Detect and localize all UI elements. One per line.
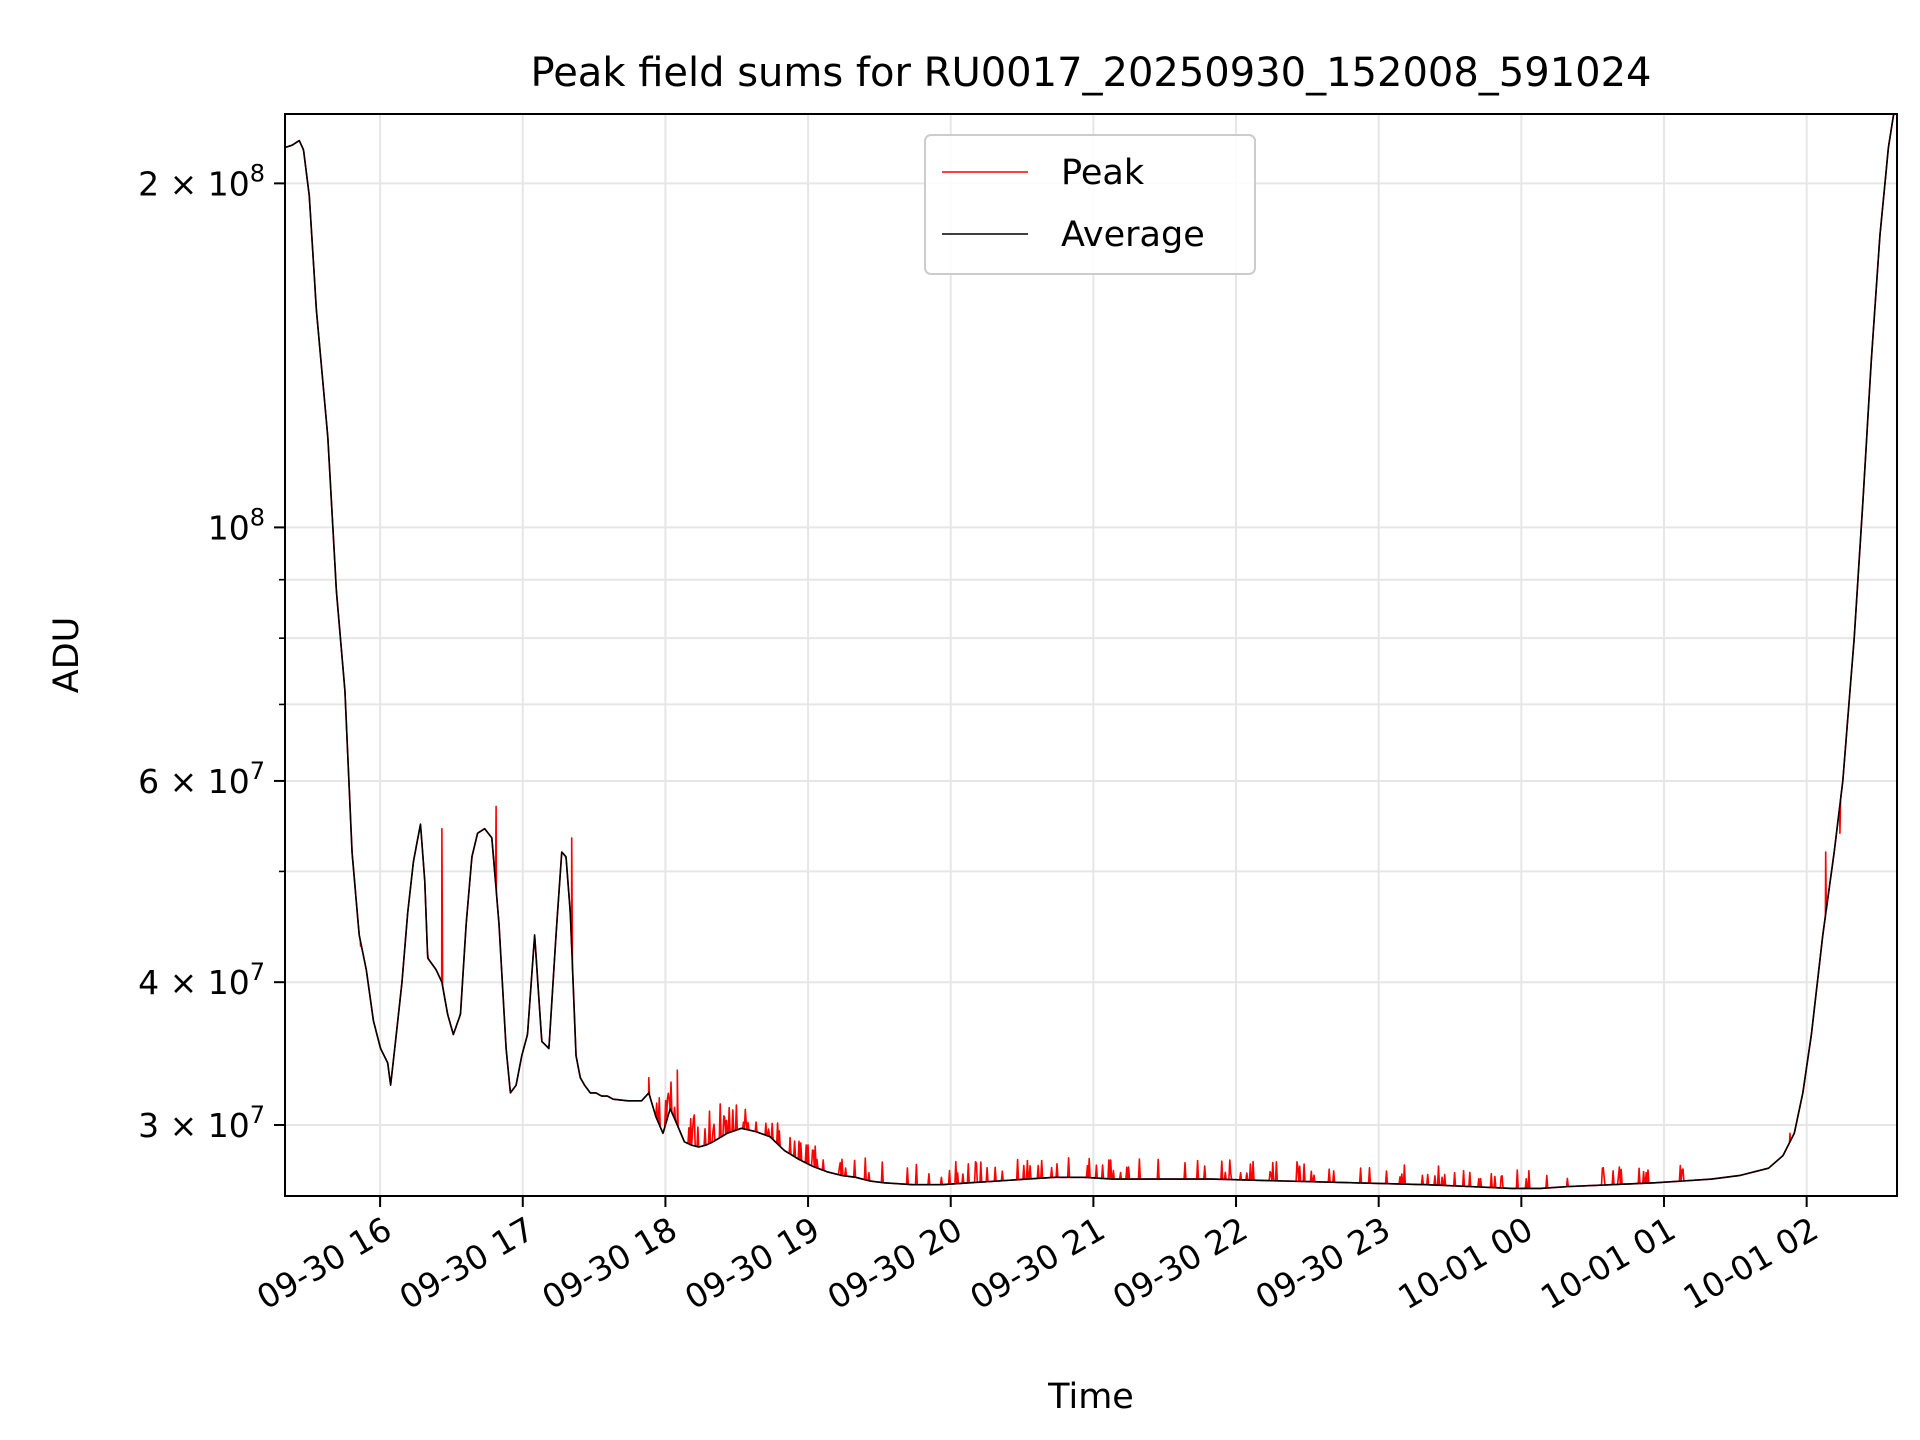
y-axis-label: ADU [47, 617, 87, 694]
grid [285, 114, 1897, 1196]
legend-box [924, 134, 1256, 275]
legend: Peak Average [924, 134, 1256, 275]
y-tick-label: 2 × 108 [138, 159, 265, 203]
y-tick-label: 4 × 107 [138, 958, 265, 1002]
y-tick-label: 6 × 107 [138, 757, 265, 801]
legend-average-label: Average [1061, 215, 1205, 255]
chart-title: Peak field sums for RU0017_20250930_1520… [531, 50, 1652, 96]
series-layer [285, 114, 1895, 1190]
y-tick-label: 108 [208, 503, 265, 547]
plot-frame [284, 113, 1898, 1197]
average-series-line [285, 114, 1895, 1190]
legend-peak-label: Peak [1061, 153, 1145, 193]
x-axis-label: Time [1047, 1377, 1134, 1417]
y-tick-label: 3 × 107 [138, 1101, 265, 1145]
